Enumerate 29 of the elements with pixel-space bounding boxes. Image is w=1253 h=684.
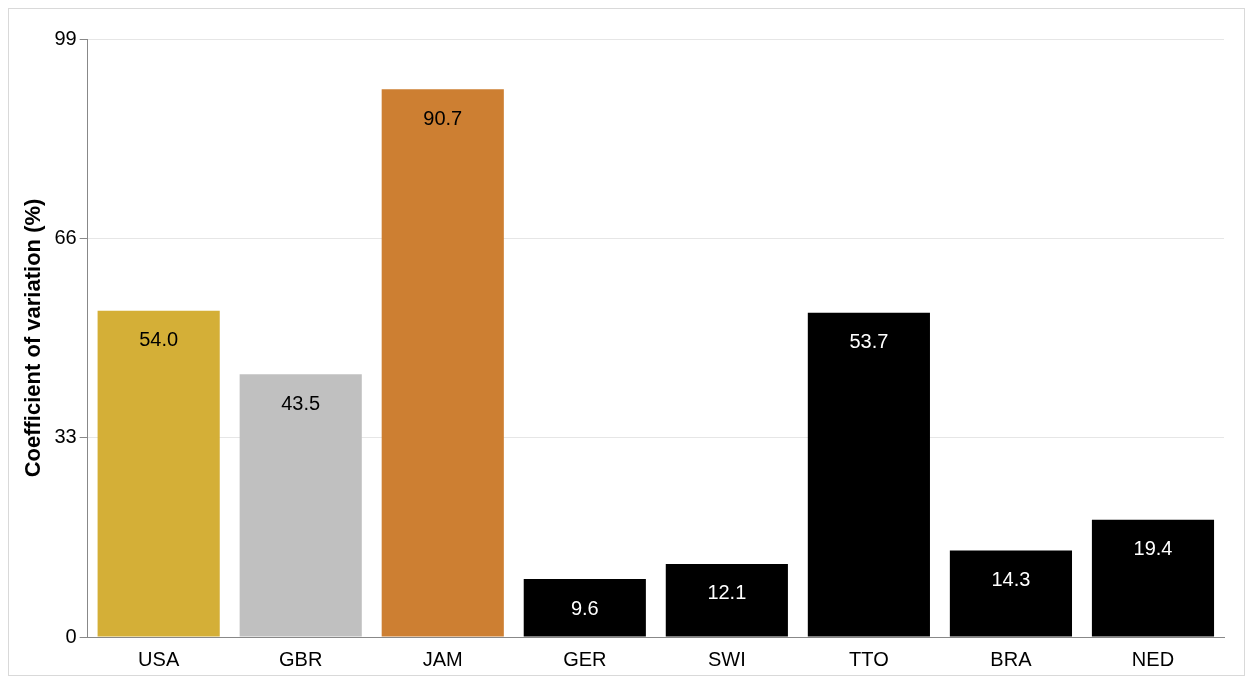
data-label: 14.3	[991, 568, 1031, 591]
bar	[381, 89, 504, 637]
y-tick-label: 33	[54, 425, 77, 448]
bar	[1091, 519, 1215, 637]
y-tick-label: 0	[65, 624, 77, 647]
y-axis-title: Coefficient of variation (%)	[20, 198, 46, 478]
data-label: 9.6	[570, 596, 599, 619]
data-label: 19.4	[1133, 537, 1173, 560]
data-label: 43.5	[281, 391, 321, 414]
x-tick-label: NED	[1131, 647, 1175, 670]
data-label: 53.7	[849, 330, 889, 353]
bar	[807, 312, 930, 637]
bar	[523, 579, 646, 637]
x-tick-label: BRA	[990, 647, 1033, 670]
bar	[949, 550, 1073, 637]
x-tick-label: GBR	[279, 647, 323, 670]
data-label: 54.0	[139, 328, 179, 351]
x-tick-label: TTO	[849, 647, 889, 670]
bar	[239, 374, 362, 637]
x-tick-label: GER	[563, 647, 607, 670]
x-tick-label: USA	[138, 647, 180, 670]
x-tick-label: SWI	[707, 647, 746, 670]
bar	[665, 563, 788, 637]
data-label: 12.1	[707, 581, 747, 604]
bar	[97, 310, 220, 637]
data-label: 90.7	[423, 106, 463, 129]
y-tick-label: 66	[54, 225, 77, 248]
x-tick-label: JAM	[422, 647, 463, 670]
y-tick-label: 99	[54, 26, 77, 49]
